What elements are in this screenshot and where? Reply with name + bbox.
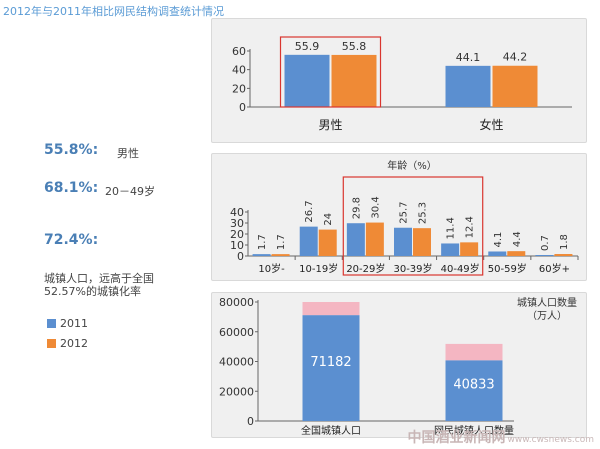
data-label: 26.7 (304, 200, 315, 222)
highlight-box (342, 176, 484, 276)
bar-10-19岁-2011 (299, 226, 318, 256)
bar-网民城镇人口数量-rest (445, 343, 503, 361)
urban-note-line: 城镇人口，远高于全国 (44, 272, 154, 285)
y-tick-label: 0 (247, 415, 254, 428)
bar-40-49岁-2011 (441, 243, 460, 256)
bar-60岁+-2011 (535, 255, 554, 256)
bar-全国城镇人口-rest (302, 302, 360, 316)
bar-30-39岁-2012 (413, 228, 431, 256)
bar-60岁+-2012 (554, 254, 573, 256)
bar-网民城镇人口数量-base (445, 360, 503, 421)
y-tick-label: 20 (230, 228, 244, 241)
stat-urban-value: 72.4%: (44, 232, 99, 248)
stat-age-value: 68.1%: (44, 180, 99, 196)
legend-item-2011: 2011 (47, 313, 88, 332)
x-tick-label: 男性 (318, 118, 342, 132)
bar-女性-2012 (492, 65, 538, 107)
y-tick-label: 10 (230, 239, 244, 252)
stat-gender-desc: 男性 (117, 147, 139, 160)
highlight-box (279, 36, 382, 108)
stat-gender-value: 55.8%: (44, 142, 99, 158)
bar-20-29岁-2012 (365, 222, 384, 256)
y-tick-label: 0 (237, 250, 244, 263)
data-label: 44.1 (456, 51, 481, 64)
data-label: 0.7 (540, 235, 551, 251)
data-label: 44.2 (503, 51, 528, 64)
gender-chart-panel: 0 20 40 60 55.9 55.8 男性 44.1 44.2 女性 (211, 18, 587, 143)
x-tick-label: 50-59岁 (488, 262, 527, 275)
chart-title: 年龄（%） (387, 159, 437, 172)
x-tick-label: 30-39岁 (393, 262, 432, 275)
x-tick-label: 10岁- (258, 262, 285, 275)
y-tick-label: 40 (230, 206, 244, 219)
bar-50-59岁-2012 (507, 251, 526, 256)
x-tick-label: 40-49岁 (441, 262, 480, 275)
bar-10岁--2012 (271, 254, 290, 256)
bar-30-39岁-2011 (394, 227, 412, 256)
y-tick-label: 80000 (219, 296, 254, 309)
data-label: 4.4 (512, 231, 523, 247)
y-tick-label: 30 (230, 217, 244, 230)
bar-50-59岁-2011 (488, 251, 507, 256)
bar-全国城镇人口-base (302, 315, 360, 421)
data-label: 1.8 (559, 234, 570, 250)
bar-20-29岁-2011 (346, 223, 365, 256)
data-label: 4.1 (493, 232, 504, 248)
age-chart-panel: 年龄（%） 0 10 20 30 40 1.7 1.7 10岁- 26.7 24 10-19岁 29.8… (211, 153, 587, 281)
data-label: 55.8 (342, 40, 367, 53)
y-tick-label: 60000 (219, 326, 254, 339)
legend-label-2011: 2011 (60, 317, 88, 330)
data-label: 11.4 (446, 217, 457, 239)
chart-title-line: （万人） (527, 310, 567, 322)
data-label: 55.9 (295, 40, 320, 53)
data-label: 12.4 (465, 216, 476, 238)
gender-chart: 0 20 40 60 55.9 55.8 男性 44.1 44.2 女性 (232, 36, 572, 132)
legend-item-2012: 2012 (47, 333, 88, 352)
x-tick-label: 网民城镇人口数量 (434, 424, 514, 437)
y-tick-label: 40000 (219, 356, 254, 369)
y-tick-label: 60 (232, 45, 246, 58)
data-label: 1.7 (276, 234, 287, 250)
x-tick-label: 全国城镇人口 (301, 424, 361, 437)
urban-note-line: 52.57%的城镇化率 (44, 285, 141, 298)
watermark: 中国酒业新闻网 www.cwsnews.com (408, 427, 595, 447)
y-tick-label: 20000 (219, 385, 254, 398)
x-tick-label: 20-29岁 (346, 262, 385, 275)
data-label: 40833 (453, 378, 494, 393)
urban-chart: 0 20000 40000 60000 80000 城镇人口数量（万人） 71182 全国城镇… (219, 296, 577, 437)
legend-swatch-2012 (47, 339, 56, 348)
data-label: 25.3 (418, 202, 429, 224)
urban-chart-panel: 0 20000 40000 60000 80000 城镇人口数量 （万人） 71182 全国城镇… (211, 292, 587, 438)
bar-10-19岁-2012 (318, 229, 337, 256)
data-label: 1.7 (257, 234, 268, 250)
watermark-url: www.cwsnews.com (507, 435, 595, 445)
legend-swatch-2011 (47, 319, 56, 328)
chart-title-line: 城镇人口数量 (517, 296, 577, 309)
y-tick-label: 0 (239, 101, 246, 114)
legend-label-2012: 2012 (60, 337, 88, 350)
page-title: 2012年与2011年相比网民结构调查统计情况 (3, 5, 224, 18)
x-tick-label: 女性 (479, 117, 503, 132)
bar-男性-2011 (284, 54, 330, 107)
data-label: 71182 (310, 355, 351, 370)
data-label: 30.4 (370, 196, 381, 218)
stat-age-desc: 20－49岁 (105, 185, 155, 198)
data-label: 24 (323, 213, 334, 226)
data-label: 25.7 (399, 201, 410, 223)
x-tick-label: 10-19岁 (299, 262, 338, 275)
y-tick-label: 20 (232, 82, 246, 95)
watermark-text: 中国酒业新闻网 (407, 430, 506, 446)
bar-10岁--2011 (252, 254, 271, 256)
bar-男性-2012 (331, 54, 377, 107)
data-label: 29.8 (351, 197, 362, 219)
x-tick-label: 60岁+ (539, 262, 570, 275)
y-tick-label: 40 (232, 64, 246, 77)
bar-40-49岁-2012 (460, 242, 479, 256)
bar-女性-2011 (445, 65, 491, 107)
urban-note: 城镇人口，远高于全国 52.57%的城镇化率 (44, 272, 154, 298)
